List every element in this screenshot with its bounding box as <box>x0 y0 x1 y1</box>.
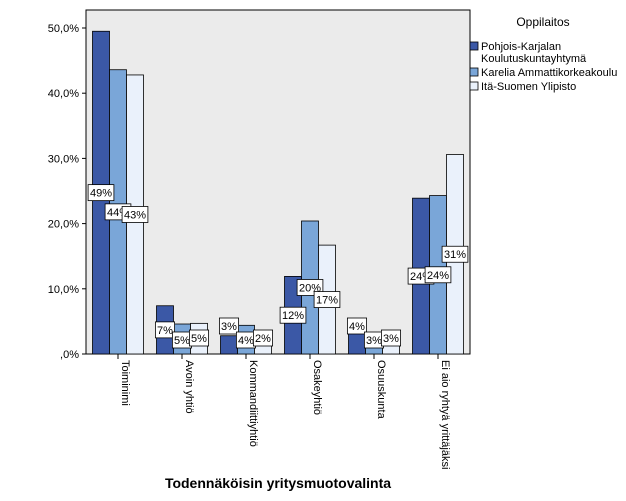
data-label-box <box>346 317 367 335</box>
x-tick-label: Osuuskunta <box>375 360 387 420</box>
data-label: 3% <box>383 333 399 345</box>
data-label: 17% <box>316 295 338 307</box>
y-tick-label: 20,0% <box>48 219 79 231</box>
data-label: 3% <box>221 321 237 333</box>
legend: Oppilaitos Pohjois-Karjalan Koulutuskunta… <box>469 15 617 93</box>
x-tick-label: Toiminimi <box>119 360 131 406</box>
legend-label: Karelia Ammattikorkeakoulu <box>481 67 617 79</box>
data-label-box <box>188 329 209 347</box>
legend-swatch <box>469 41 479 51</box>
data-label: 3% <box>366 335 382 347</box>
data-label: 31% <box>444 249 466 261</box>
y-axis: ,0% 10,0% 20,0% 30,0% 40,0% 50,0% <box>48 23 86 361</box>
legend-title: Oppilaitos <box>516 15 569 29</box>
data-label: 2% <box>255 333 271 345</box>
data-label: 49% <box>90 188 112 200</box>
data-label: 5% <box>174 335 190 347</box>
y-tick-label: 50,0% <box>48 23 79 35</box>
data-label: 24% <box>427 270 449 282</box>
data-label-box <box>87 184 115 202</box>
data-label-box <box>218 317 239 335</box>
x-axis-title: Todennäköisin yritysmuotovalinta <box>165 475 391 491</box>
data-label-box <box>154 321 175 339</box>
y-tick-label: ,0% <box>60 349 79 361</box>
x-tick-label: Ei aio ryhtyä yrittäjäksi <box>439 360 451 469</box>
y-tick-label: 10,0% <box>48 284 79 296</box>
data-label-box <box>313 291 341 308</box>
data-label-box <box>121 206 149 223</box>
y-tick-label: 30,0% <box>48 153 79 165</box>
data-label: 12% <box>282 310 304 322</box>
data-label-box <box>424 266 452 284</box>
data-label: 5% <box>191 333 207 345</box>
data-label: 43% <box>124 209 146 221</box>
data-labels-group: 49%44%43%7%5% 5%3%4% 2%12%20%17%4%3% 3%24%2… <box>87 184 469 349</box>
x-tick-label: Avoin yhtiö <box>183 360 195 414</box>
data-label-box <box>380 329 401 347</box>
x-tick-label: Kommandiittiyhtiö <box>247 360 259 447</box>
legend-label: Itä-Suomen Ylipisto <box>481 81 576 93</box>
plot-area <box>85 9 471 355</box>
x-axis: Toiminimi Avoin yhtiö Kommandiittiyhtiö Osa… <box>117 354 451 469</box>
data-label: 4% <box>349 321 365 333</box>
legend-label: Pohjois-Karjalan Koulutuskuntayhtymä <box>481 41 587 65</box>
bar <box>220 335 238 355</box>
x-tick-label: Osakeyhtiö <box>311 360 323 415</box>
data-label-box <box>252 329 273 347</box>
data-label-box <box>441 245 469 263</box>
y-tick-label: 40,0% <box>48 88 79 100</box>
data-label: 7% <box>157 325 173 337</box>
data-label-box <box>279 306 307 324</box>
data-label: 4% <box>238 335 254 347</box>
legend-swatch <box>469 67 479 77</box>
legend-swatch <box>469 81 479 91</box>
